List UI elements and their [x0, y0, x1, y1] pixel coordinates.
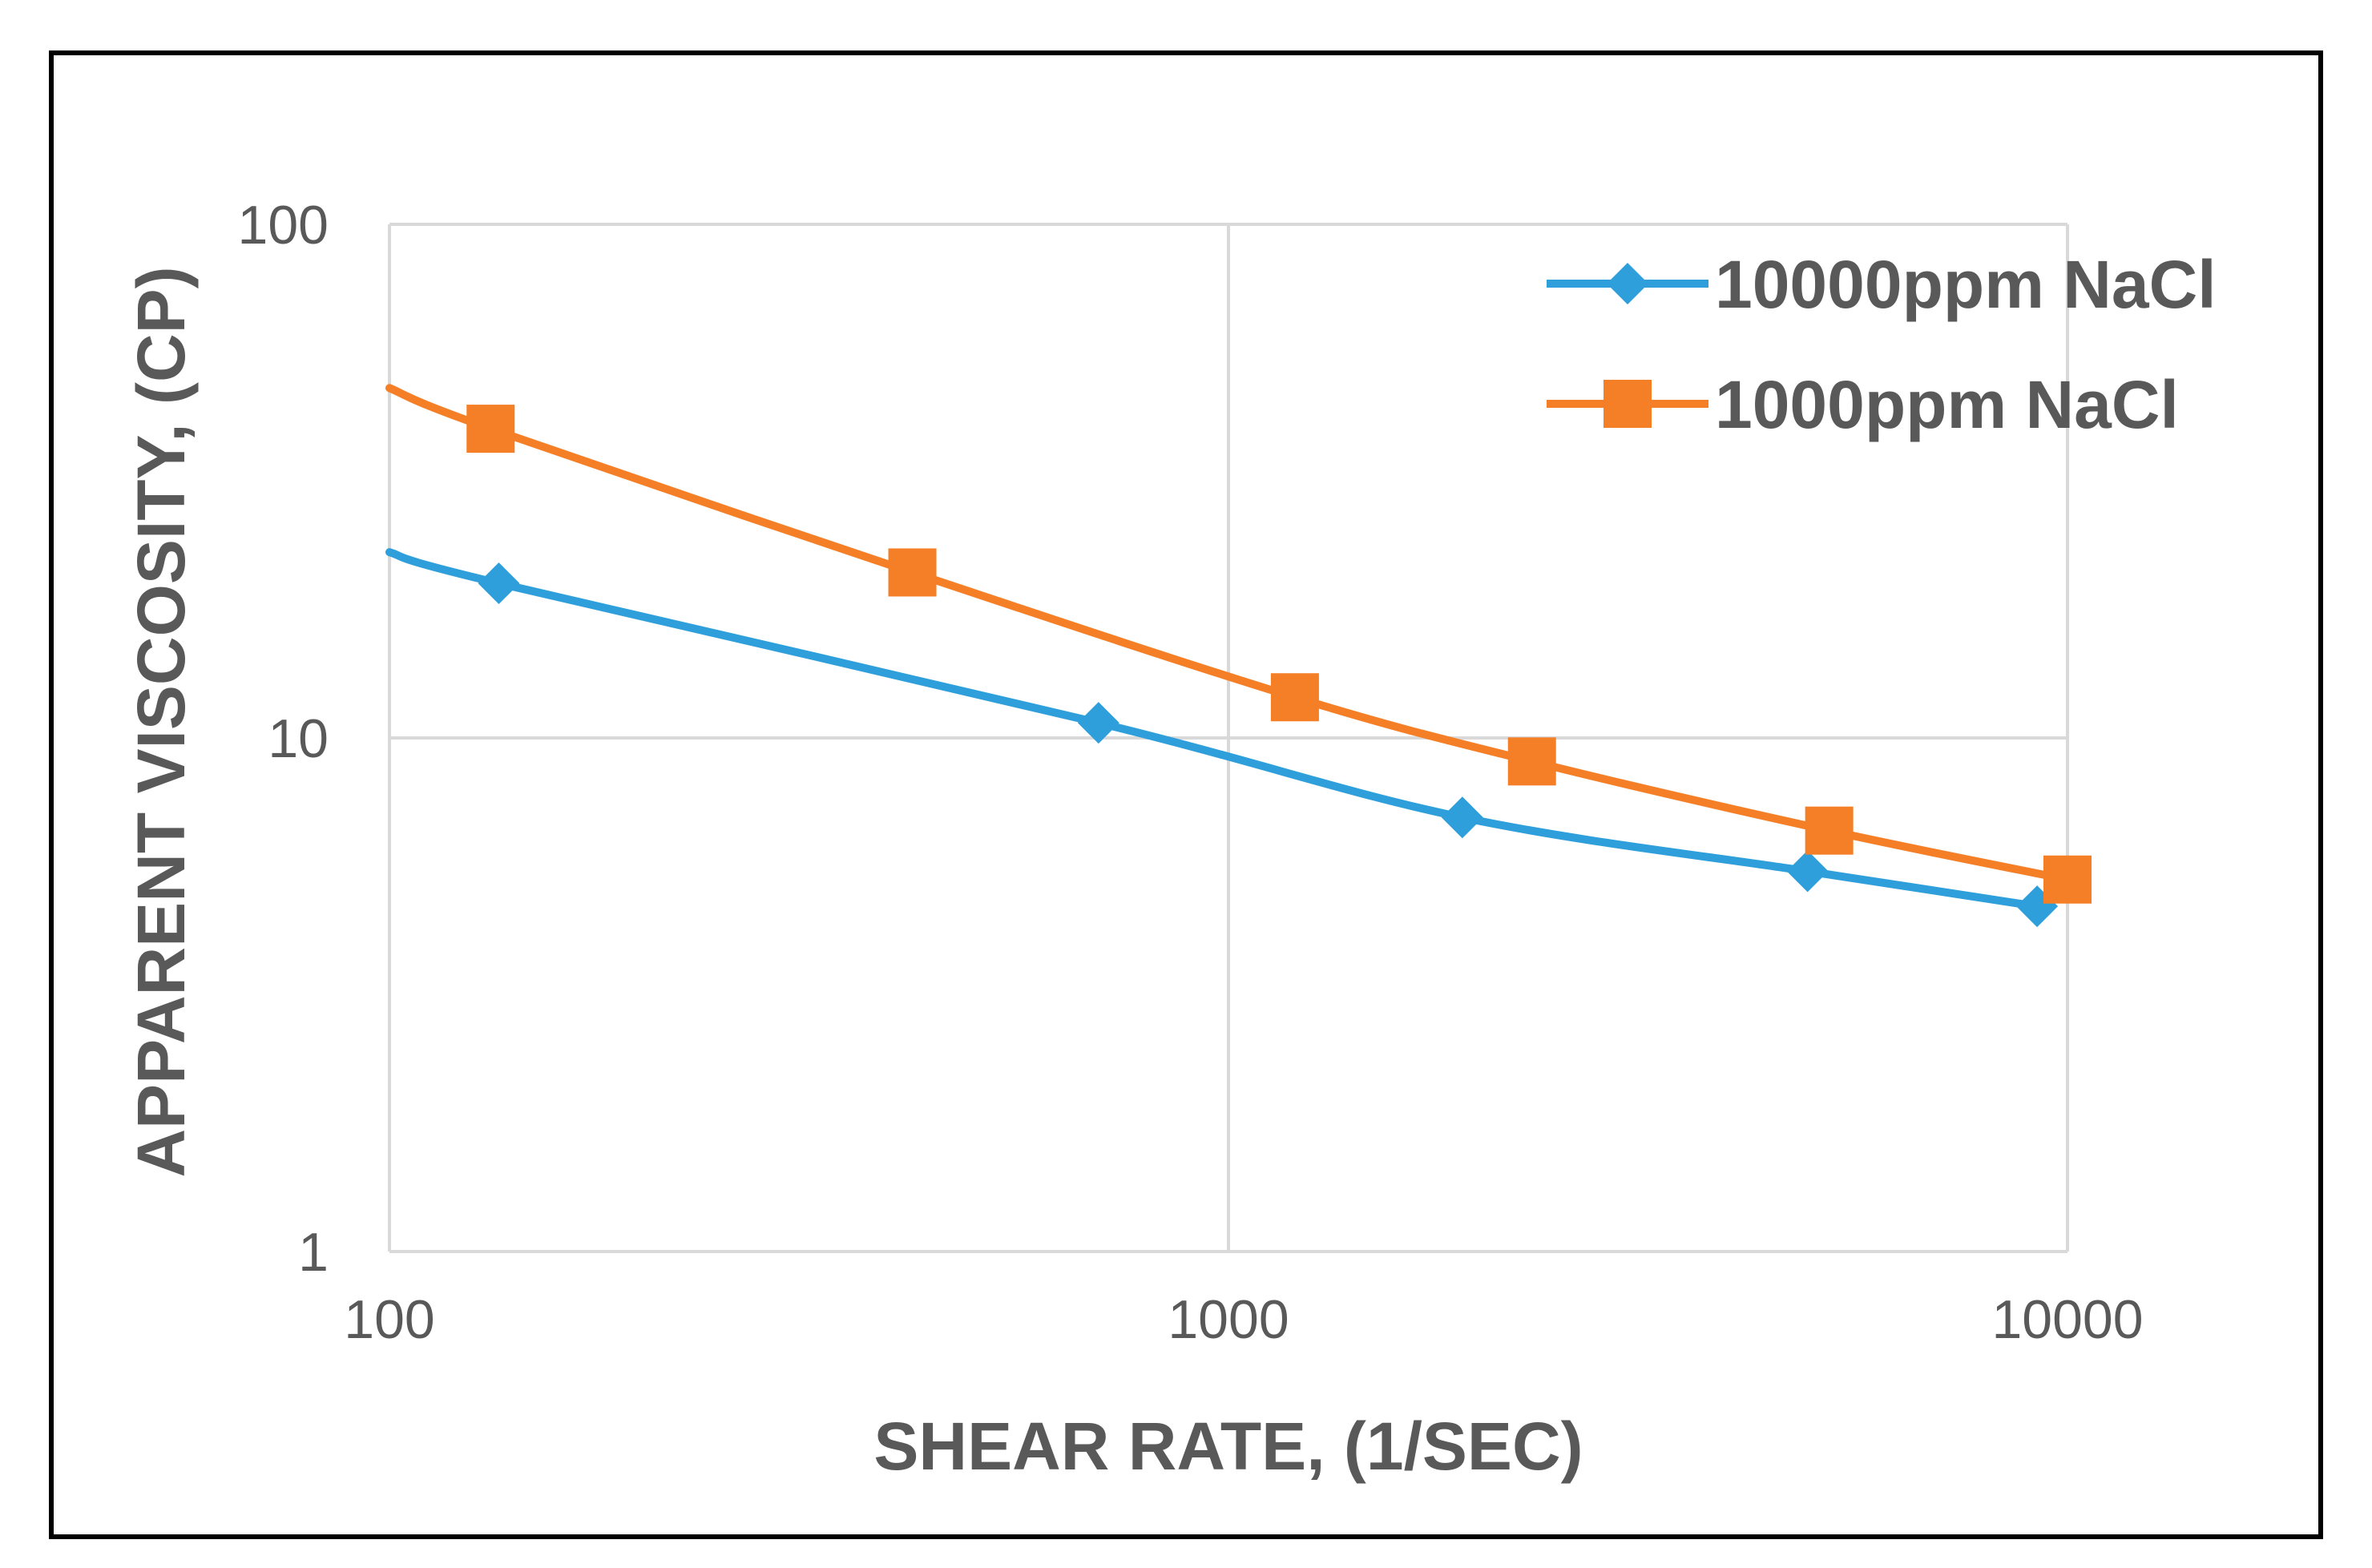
x-tick-label-2: 10000 — [1991, 1289, 2143, 1350]
series-0-point-3 — [1441, 796, 1483, 839]
tick-labels: 100 1000 10000 1 10 100 — [238, 195, 2144, 1350]
series-layer — [385, 384, 2092, 928]
y-tick-label-1: 10 — [268, 708, 329, 769]
series-1-point-3 — [1270, 673, 1319, 722]
y-axis-title: APPARENT VISCOSITY, (CP) — [123, 266, 199, 1177]
x-tick-label-1: 1000 — [1168, 1289, 1289, 1350]
series-0-point-4 — [1786, 850, 1829, 893]
series-1-point-4 — [1507, 737, 1556, 786]
series-0-point-1 — [478, 562, 520, 605]
legend-marker-1 — [1604, 380, 1652, 428]
legend-marker-0 — [1607, 263, 1648, 304]
x-axis-title: SHEAR RATE, (1/SEC) — [873, 1409, 1583, 1484]
x-tick-label-0: 100 — [344, 1289, 434, 1350]
y-tick-label-0: 1 — [298, 1222, 329, 1283]
legend-label-0: 10000ppm NaCl — [1715, 247, 2217, 322]
grid — [388, 223, 2069, 1253]
legend-label-1: 1000ppm NaCl — [1715, 367, 2179, 442]
series-1-point-6 — [2043, 855, 2092, 904]
legend: 10000ppm NaCl 1000ppm NaCl — [1547, 247, 2217, 442]
y-tick-label-2: 100 — [238, 195, 329, 256]
series-1-point-5 — [1805, 806, 1854, 855]
series-0 — [385, 548, 2059, 928]
series-1-point-2 — [888, 548, 937, 597]
series-0-point-2 — [1077, 702, 1119, 744]
series-1 — [385, 384, 2092, 904]
series-1-point-1 — [466, 405, 515, 453]
chart-outer-frame — [49, 50, 2323, 1539]
